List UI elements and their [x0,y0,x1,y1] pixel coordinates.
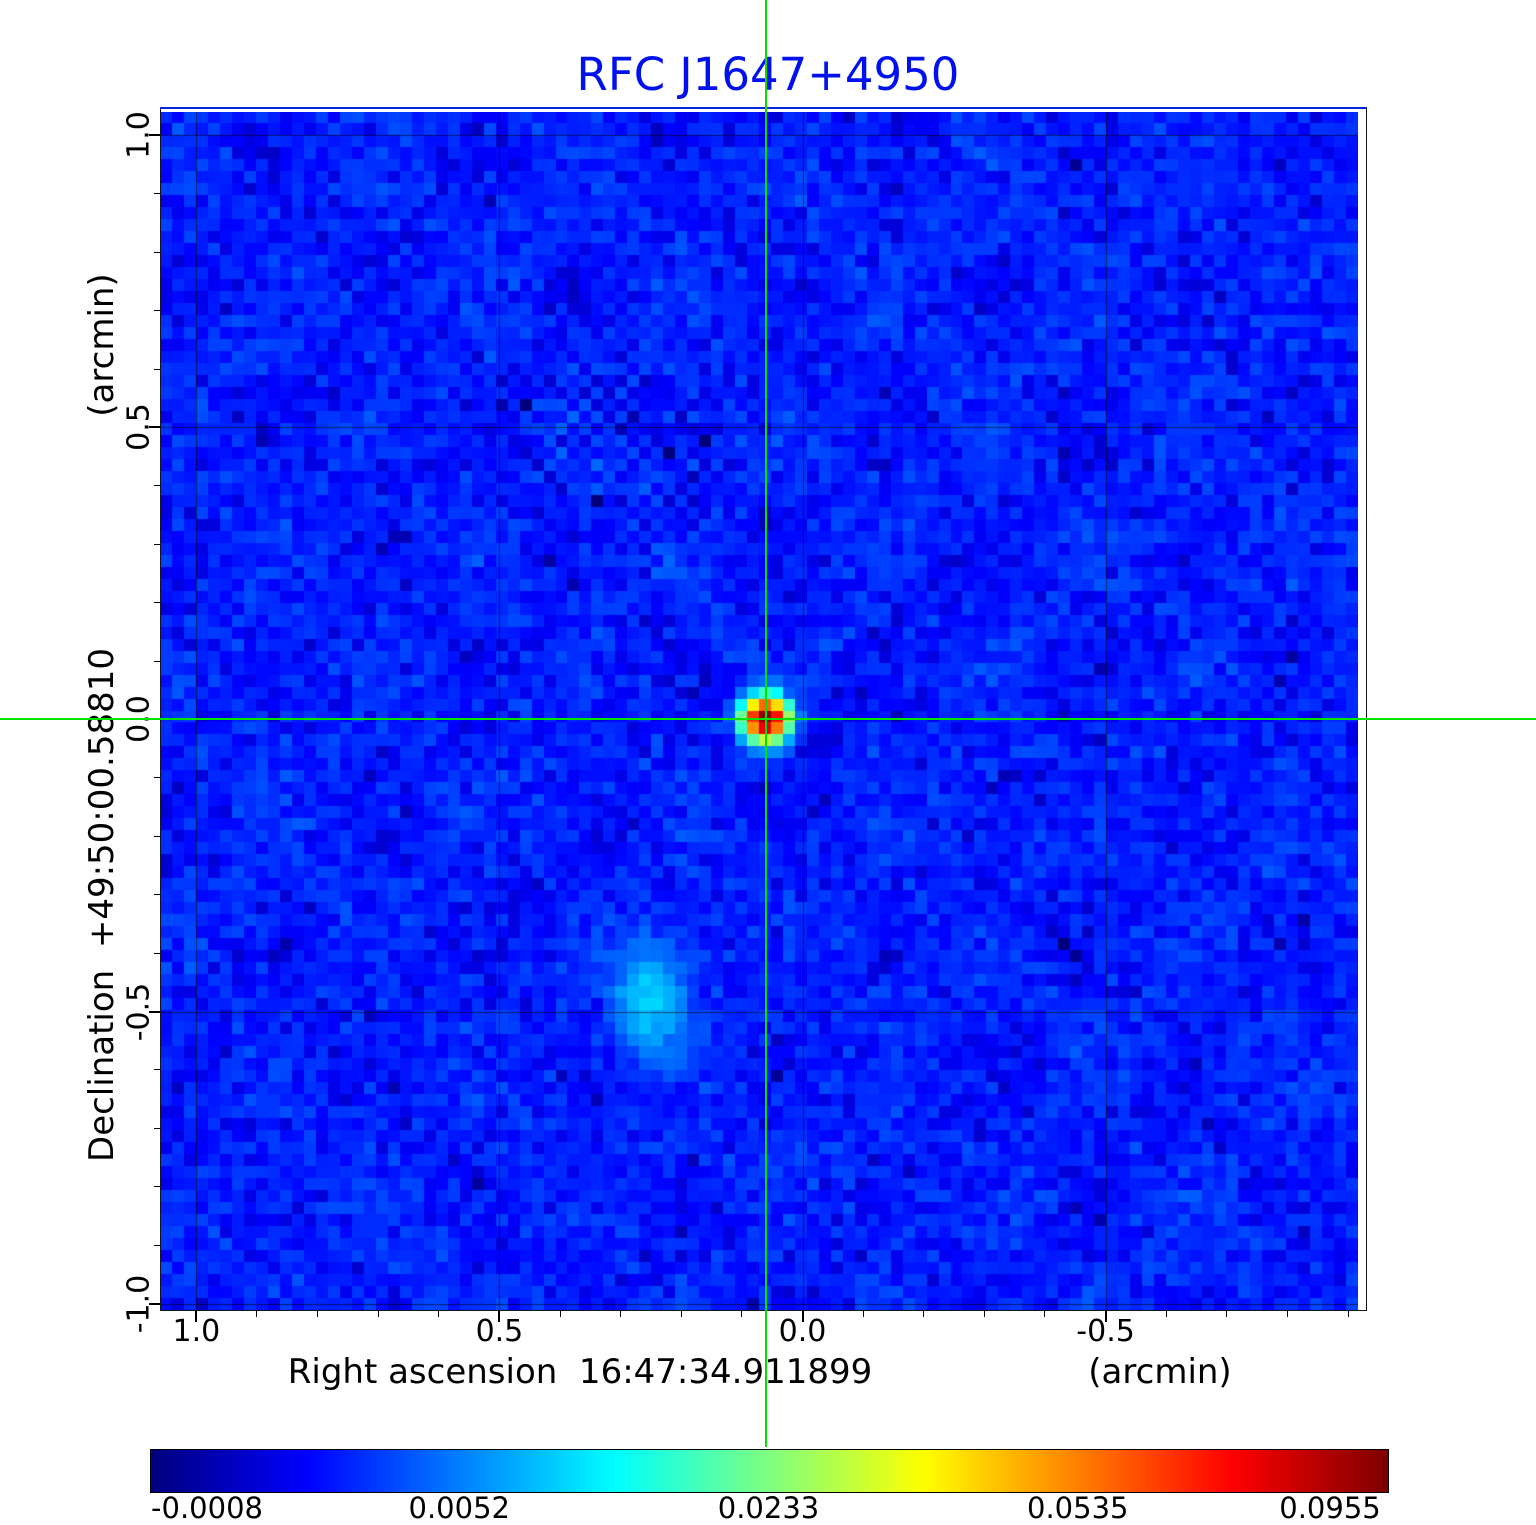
y-minor-tick-mark [154,777,160,779]
x-axis-unit-label: (arcmin) [1088,1352,1232,1392]
colorbar-tick-label: -0.0008 [151,1491,263,1525]
x-minor-tick-mark [438,1311,440,1317]
x-minor-tick-mark [256,1311,258,1317]
y-axis-unit-label: (arcmin) [82,273,122,417]
x-minor-tick-mark [741,1311,743,1317]
x-minor-tick-mark [559,1311,561,1317]
x-minor-tick-mark [1286,1311,1288,1317]
y-tick-mark [149,134,160,137]
x-tick-mark [1104,1311,1107,1322]
x-axis-label: Right ascension 16:47:34.911899 [287,1352,873,1392]
y-minor-tick-mark [154,894,160,896]
x-minor-tick-mark [983,1311,985,1317]
colorbar-tick-label: 0.0052 [408,1491,510,1525]
y-tick-mark [149,1010,160,1013]
y-minor-tick-mark [154,952,160,954]
x-minor-tick-mark [923,1311,925,1317]
y-minor-tick-mark [154,1069,160,1071]
y-minor-tick-mark [154,251,160,253]
colorbar-tick-label: 0.0233 [717,1491,820,1525]
x-minor-tick-mark [862,1311,864,1317]
x-tick-mark [498,1311,501,1322]
y-minor-tick-mark [154,368,160,370]
x-tick-mark [195,1311,198,1322]
colorbar-tick-label: 0.0535 [1027,1491,1129,1525]
chart-title: RFC J1647+4950 [576,48,960,101]
x-minor-tick-mark [680,1311,682,1317]
x-minor-tick-mark [1165,1311,1167,1317]
y-minor-tick-mark [154,310,160,312]
plot-area [160,107,1367,1311]
plot-top-spine [160,107,1367,109]
y-tick-mark [149,1302,160,1305]
y-tick-mark [149,426,160,429]
y-minor-tick-mark [154,485,160,487]
y-minor-tick-mark [154,602,160,604]
colorbar [150,1449,1389,1493]
y-minor-tick-mark [154,1127,160,1129]
radio-image-canvas [161,112,1358,1310]
colorbar-tick-label: 0.0955 [1279,1491,1381,1525]
x-tick-mark [801,1311,804,1322]
y-minor-tick-mark [154,835,160,837]
x-minor-tick-mark [1044,1311,1046,1317]
x-minor-tick-mark [317,1311,319,1317]
x-minor-tick-mark [620,1311,622,1317]
y-tick-mark [149,718,160,721]
y-axis-label: Declination +49:50:00.58810 [82,648,122,1162]
x-minor-tick-mark [377,1311,379,1317]
y-minor-tick-mark [154,660,160,662]
x-minor-tick-mark [1226,1311,1228,1317]
y-minor-tick-mark [154,543,160,545]
y-minor-tick-mark [154,1186,160,1188]
y-minor-tick-mark [154,1244,160,1246]
x-minor-tick-mark [1347,1311,1349,1317]
y-minor-tick-mark [154,193,160,195]
